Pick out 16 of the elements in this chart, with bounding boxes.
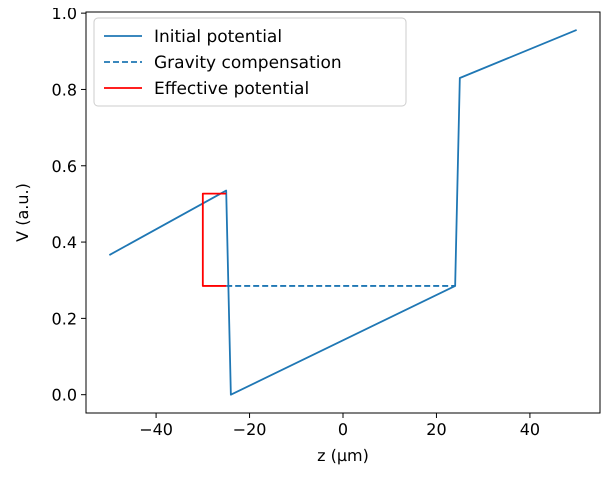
legend-label: Initial potential <box>154 27 282 47</box>
x-axis-title: z (μm) <box>317 446 369 465</box>
y-tick-label: 0.2 <box>52 309 77 328</box>
y-tick-label: 0.6 <box>52 156 77 176</box>
x-tick-label: 40 <box>520 420 540 439</box>
y-tick-label: 0.0 <box>52 386 77 405</box>
legend-label: Effective potential <box>154 79 310 99</box>
y-axis-title: V (a.u.) <box>13 183 32 242</box>
x-tick-label: 20 <box>426 420 447 439</box>
line-series <box>108 29 578 396</box>
y-tick-label: 0.8 <box>52 80 77 100</box>
x-tick-label: −40 <box>139 420 173 439</box>
y-tick-label: 0.4 <box>52 233 77 252</box>
x-tick-label: −20 <box>232 420 266 439</box>
legend-label: Gravity compensation <box>154 53 342 73</box>
x-tick-label: 0 <box>338 420 348 439</box>
